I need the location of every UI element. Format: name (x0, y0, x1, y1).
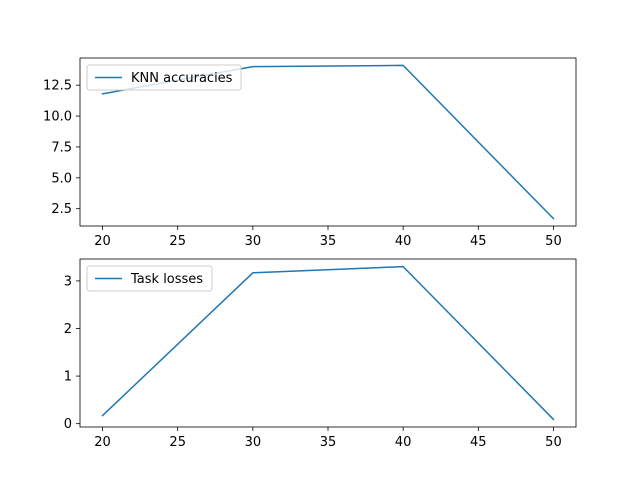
x-tick-label: 20 (94, 435, 111, 450)
y-tick-label: 7.5 (51, 140, 72, 155)
data-point (552, 418, 554, 420)
data-point (402, 64, 404, 66)
legend: KNN accuracies (86, 64, 242, 91)
x-tick-label: 35 (320, 234, 337, 249)
x-tick-label: 30 (245, 234, 262, 249)
data-point (102, 415, 104, 417)
x-tick-label: 50 (545, 234, 562, 249)
axes-frame (79, 258, 577, 428)
legend-label: KNN accuracies (131, 71, 233, 86)
axes-frame (79, 57, 577, 227)
y-tick-label: 0 (64, 417, 72, 432)
x-tick-label: 40 (395, 435, 412, 450)
series-line-1 (101, 265, 555, 421)
y-tick-label: 1 (64, 370, 72, 385)
data-point (402, 266, 404, 268)
data-point (102, 93, 104, 95)
data-point (252, 272, 254, 274)
x-tick-label: 45 (470, 234, 487, 249)
legend-box (86, 64, 242, 91)
x-tick-label: 45 (470, 435, 487, 450)
y-tick-label: 5.0 (51, 171, 72, 186)
data-point (252, 66, 254, 68)
y-tick-label: 3 (64, 274, 72, 289)
y-tick-label: 12.5 (43, 79, 72, 94)
y-tick-label: 2.5 (51, 202, 72, 217)
y-tick-label: 10.0 (43, 110, 72, 125)
subplot-1: 20 25 30 35 40 45 50 2.5 5.0 7.5 10.0 12.5 KNN accur… (43, 57, 577, 249)
x-tick-label: 30 (245, 435, 262, 450)
x-tick-label: 20 (94, 234, 111, 249)
subplot-2: 20 25 30 35 40 45 50 0 1 2 3 Task losses (64, 258, 577, 450)
legend-box (86, 265, 213, 292)
legend-label: Task losses (130, 272, 203, 287)
x-tick-label: 25 (169, 234, 186, 249)
x-tick-label: 40 (395, 234, 412, 249)
data-point (552, 218, 554, 220)
legend: Task losses (86, 265, 213, 292)
y-tick-label: 2 (64, 322, 72, 337)
x-tick-label: 50 (545, 435, 562, 450)
x-tick-label: 25 (169, 435, 186, 450)
x-tick-label: 35 (320, 435, 337, 450)
